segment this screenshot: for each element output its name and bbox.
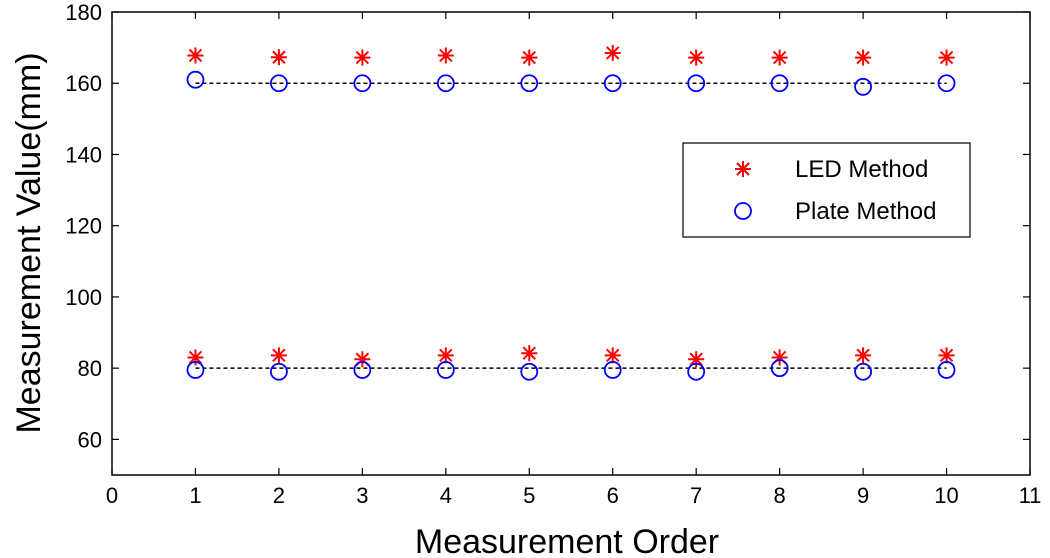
y-tick-label: 120 [65,214,102,239]
plate-method-point [854,362,872,381]
plate-method-point [353,361,372,379]
plate-method-point [436,361,455,379]
plate-method-point [687,362,706,381]
plate-method-point [353,74,372,93]
legend-label-led-method: LED Method [795,156,928,183]
y-tick-label: 100 [65,285,102,310]
led-method-point [521,345,538,362]
plate-method-point [436,74,455,93]
x-tick-label: 0 [106,483,118,508]
y-tick-label: 160 [65,71,102,96]
data-markers [186,44,956,381]
led-method-point [521,49,538,66]
legend-asterisk-marker [735,161,751,177]
plate-method-point [520,362,539,381]
axis-ticks [111,11,1031,475]
y-tick-label: 140 [65,142,102,167]
y-tick-label: 180 [65,0,102,25]
x-tick-label: 11 [1019,483,1042,508]
x-axis-title: Measurement Order [415,523,719,558]
led-method-point [855,347,872,364]
led-method-point [688,49,705,66]
plate-method-point [770,359,789,378]
plate-method-point [603,361,622,379]
plate-method-point [270,362,288,381]
x-tick-label: 3 [356,483,368,508]
x-tick-label: 4 [440,483,452,508]
x-tick-label: 1 [189,483,201,508]
led-method-point [604,347,621,364]
legend: LED Method Plate Method [682,142,971,238]
legend-marker-led-method [735,161,751,177]
y-axis-title: Measurement Value(mm) [10,52,48,433]
x-tick-label: 7 [690,483,702,508]
y-tick-label: 60 [78,427,102,452]
plate-method-point [854,77,872,96]
plate-method-point [937,361,956,379]
legend-label-plate-method: Plate Method [795,198,936,225]
plate-method-point [770,74,789,93]
led-method-point [187,47,204,64]
x-tick-label: 8 [774,483,786,508]
tick-labels: 0 1 2 3 4 5 6 7 8 9 10 11 60 80 100 120 140 160 180 [65,0,1041,508]
led-method-point [938,49,955,66]
plot-area-frame [111,11,1031,476]
x-tick-label: 5 [523,483,535,508]
reference-lines [195,82,947,369]
legend-marker-plate-method [734,202,752,220]
plate-method-point [270,74,288,93]
x-tick-label: 10 [934,483,958,508]
plate-method-point [520,74,539,93]
plate-method-point [186,70,205,89]
legend-circle-marker [734,202,752,220]
x-tick-label: 6 [607,483,619,508]
plate-method-point [603,74,622,93]
led-method-point [938,347,955,364]
led-method-point [688,351,705,368]
plate-method-point [687,74,706,93]
led-method-point [270,347,287,364]
legend-box [682,142,971,238]
led-method-point [604,44,621,61]
led-method-point [270,49,287,66]
plate-method-point [937,74,956,93]
y-tick-label: 80 [78,356,102,381]
led-method-point [437,347,454,364]
led-method-point [437,47,454,64]
x-tick-label: 2 [273,483,285,508]
led-method-point [354,49,371,66]
led-method-point [855,49,872,66]
led-method-point [771,49,788,66]
plate-method-point [186,361,205,379]
x-tick-label: 9 [857,483,869,508]
